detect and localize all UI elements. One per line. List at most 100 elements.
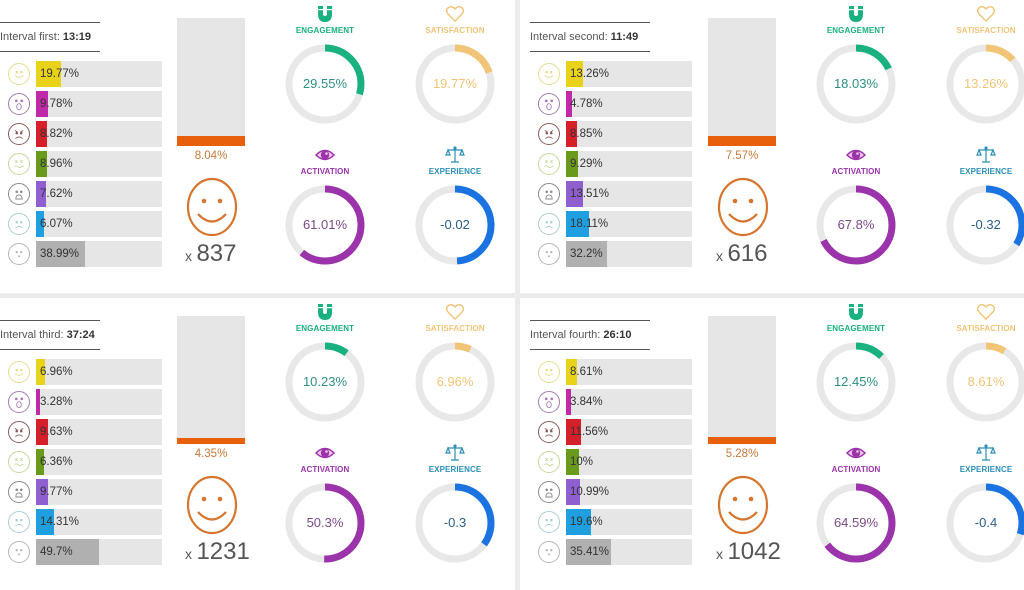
satisfaction-gauge — [946, 44, 1024, 124]
satisfaction-icon — [395, 302, 515, 322]
disgusted-face-icon — [538, 451, 560, 473]
neutral-face-icon — [8, 541, 30, 563]
emotion-row: 11.56% — [538, 417, 692, 447]
engagement-value: 12.45% — [833, 374, 879, 389]
engagement-metric: ENGAGEMENT 12.45% — [796, 302, 916, 423]
satisfaction-icon — [926, 302, 1024, 322]
disgusted-face-icon — [8, 153, 30, 175]
emotion-bar-fill — [36, 539, 99, 565]
surprised-face-icon — [8, 93, 30, 115]
activation-label: ACTIVATION — [300, 465, 350, 474]
emotion-percent: 32.2% — [570, 248, 603, 260]
engagement-gauge-arc — [285, 342, 365, 422]
activation-metric: ACTIVATION 64.59% — [796, 443, 916, 564]
surprised-face-icon — [538, 93, 560, 115]
emotion-bar: 9.77% — [36, 479, 162, 505]
vertical-bar-fill — [177, 135, 245, 146]
emotion-bar: 9.78% — [36, 91, 162, 117]
engagement-icon — [796, 4, 916, 24]
emotion-percent: 13.26% — [570, 68, 610, 80]
interval-title: Interval second: 11:49 — [530, 22, 650, 52]
engagement-value: 29.55% — [302, 76, 348, 91]
activation-value: 64.59% — [833, 515, 879, 530]
emotion-percent: 18.11% — [570, 218, 609, 230]
neutral-face-icon — [538, 243, 560, 265]
participant-count: x 837 — [185, 240, 237, 268]
engagement-metric: ENGAGEMENT 29.55% — [265, 4, 385, 125]
emotion-bar: 14.31% — [36, 509, 162, 535]
emotion-bar: 11.56% — [566, 419, 692, 445]
satisfaction-gauge-arc — [946, 44, 1024, 124]
emotion-bar-fill — [566, 359, 577, 385]
engagement-gauge-arc — [285, 44, 365, 124]
emotion-bar-fill — [566, 539, 611, 565]
engagement-label: ENGAGEMENT — [826, 324, 886, 333]
emotion-bar: 3.28% — [36, 389, 162, 415]
emotion-bar-fill — [566, 211, 589, 237]
emotion-bar-fill — [36, 181, 46, 207]
activation-gauge-arc — [285, 185, 365, 265]
emotion-row: 4.78% — [538, 89, 692, 119]
satisfaction-label: SATISFACTION — [425, 26, 485, 35]
emotion-percent: 19.6% — [570, 516, 603, 528]
satisfaction-metric: SATISFACTION 8.61% — [926, 302, 1024, 423]
disgusted-face-icon — [8, 451, 30, 473]
neutral-face-icon — [8, 243, 30, 265]
emotion-bar: 18.11% — [566, 211, 692, 237]
emotion-bar-fill — [36, 241, 86, 267]
experience-ring: -0.02 — [414, 184, 496, 266]
experience-gauge — [946, 185, 1024, 265]
satisfaction-label: SATISFACTION — [425, 324, 485, 333]
emotion-bar-fill — [36, 359, 45, 385]
interval-title: Interval first: 13:19 — [0, 22, 100, 52]
emotion-bar-fill — [566, 151, 578, 177]
interval-panel: Interval first: 13:19 19.77% 9.78% 8.82% 8.… — [0, 0, 515, 293]
count-value: 837 — [196, 240, 237, 267]
vertical-bar — [177, 18, 245, 146]
engagement-label: ENGAGEMENT — [295, 26, 355, 35]
emotion-row: 9.29% — [538, 149, 692, 179]
engagement-ring: 29.55% — [284, 43, 366, 125]
satisfaction-metric: SATISFACTION 19.77% — [395, 4, 515, 125]
engagement-ring: 12.45% — [815, 341, 897, 423]
engagement-gauge — [816, 44, 896, 124]
vertical-bar — [708, 316, 776, 444]
emotion-percent: 6.96% — [40, 366, 73, 378]
experience-icon — [395, 145, 515, 165]
emotion-bar-fill — [566, 241, 607, 267]
vertical-bar — [177, 316, 245, 444]
emotion-bar: 13.51% — [566, 181, 692, 207]
emotion-percent: 14.31% — [40, 516, 80, 528]
engagement-metric: ENGAGEMENT 10.23% — [265, 302, 385, 423]
experience-gauge — [415, 185, 495, 265]
emotion-bar: 32.2% — [566, 241, 692, 267]
emotion-bar-fill — [566, 509, 591, 535]
experience-metric: EXPERIENCE -0.3 — [395, 443, 515, 564]
emotion-row: 6.07% — [8, 209, 162, 239]
emotion-row: 6.36% — [8, 447, 162, 477]
emotion-row: 3.28% — [8, 387, 162, 417]
satisfaction-gauge — [946, 342, 1024, 422]
emotion-bar: 6.96% — [36, 359, 162, 385]
emotion-bar-fill — [36, 389, 41, 415]
emotion-row: 32.2% — [538, 239, 692, 269]
emotion-row: 3.84% — [538, 387, 692, 417]
satisfaction-ring: 19.77% — [414, 43, 496, 125]
sad-face-icon — [538, 213, 560, 235]
emotion-percent: 9.63% — [40, 426, 73, 438]
fearful-face-icon — [8, 183, 30, 205]
emotion-row: 9.78% — [8, 89, 162, 119]
emotion-bar-fill — [566, 181, 584, 207]
interval-title: Interval fourth: 26:10 — [530, 320, 650, 350]
sad-face-icon — [538, 511, 560, 533]
satisfaction-ring: 6.96% — [414, 341, 496, 423]
engagement-ring: 18.03% — [815, 43, 897, 125]
emotion-row: 38.99% — [8, 239, 162, 269]
activation-label: ACTIVATION — [831, 167, 881, 176]
experience-metric: EXPERIENCE -0.02 — [395, 145, 515, 266]
experience-value: -0.4 — [974, 515, 998, 530]
count-value: 1231 — [196, 538, 250, 565]
emotion-bar-fill — [566, 449, 579, 475]
big-smiley-icon — [717, 475, 769, 535]
